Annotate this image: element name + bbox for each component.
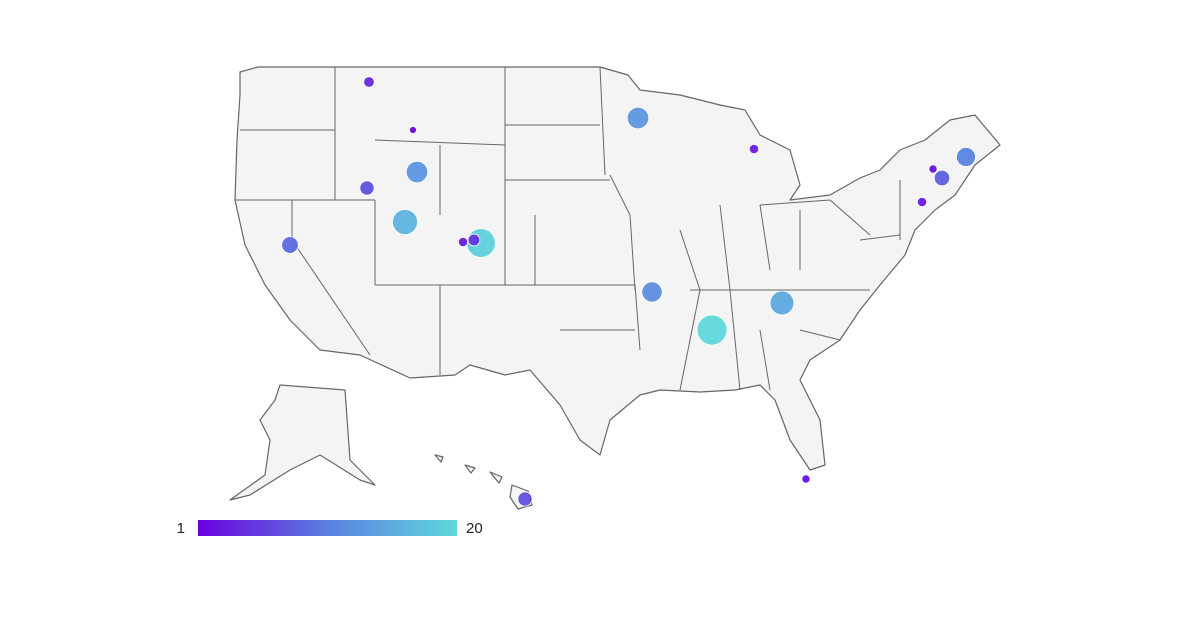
legend-max: 20 [466,520,483,537]
bubble [956,147,976,167]
bubble [363,76,375,88]
bubble [409,126,417,134]
bubble [457,236,469,248]
bubble [405,160,429,184]
bubble [928,164,938,174]
hawaii [434,454,533,510]
contiguous-us [234,66,1001,471]
color-scale-bar [198,520,457,536]
bubble [696,314,728,346]
bubble [392,209,418,235]
bubble [517,491,533,507]
points [281,76,976,507]
legend-min: 1 [177,520,185,537]
bubble [801,474,811,484]
bubble [641,281,663,303]
bubble [769,290,795,316]
bubble [916,196,928,208]
bubble [626,106,650,130]
us-map [229,66,1001,510]
bubble [281,236,299,254]
bubble [359,180,375,196]
bubble [467,233,481,247]
bubble [748,143,760,155]
bubble [933,169,951,187]
alaska [229,384,376,501]
